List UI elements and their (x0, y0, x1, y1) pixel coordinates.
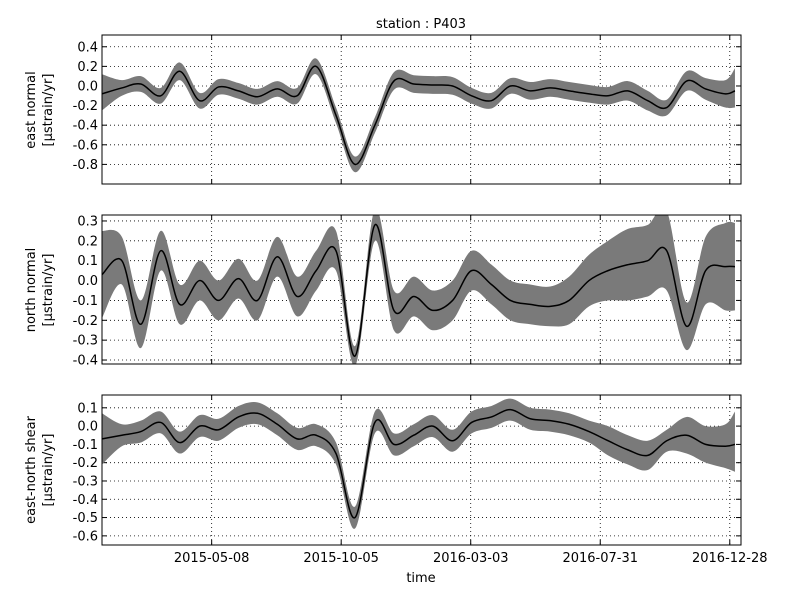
yunit-east-north-shear: [µstrain/yr] (41, 434, 56, 507)
y-tick-label: -0.1 (73, 294, 98, 309)
y-tick-label: -0.2 (73, 99, 98, 114)
x-tick-label: 2016-03-03 (433, 551, 509, 566)
x-tick-label: 2016-12-28 (692, 551, 768, 566)
mean-line (102, 65, 736, 166)
y-tick-label: -0.2 (73, 456, 98, 471)
ylabel-north-normal: north normal (24, 248, 39, 333)
mean-line (102, 408, 736, 519)
uncertainty-band (102, 215, 735, 364)
y-tick-label: -0.6 (73, 138, 98, 153)
y-tick-label: 0.2 (77, 60, 98, 75)
x-tick-label: 2015-10-05 (303, 551, 379, 566)
y-tick-label: 0.0 (77, 274, 98, 289)
uncertainty-band (102, 398, 735, 529)
ylabel-east-north-shear: east-north shear (24, 415, 39, 524)
y-tick-label: -0.4 (73, 493, 98, 508)
y-tick-label: -0.3 (73, 474, 98, 489)
chart-title: station : P403 (376, 17, 466, 32)
panel-north-normal: north normal [µstrain/yr] 0.3 0.2 0.1 0.0 -0… (24, 214, 742, 369)
yunit-east-normal: [µstrain/yr] (41, 74, 56, 147)
y-tick-label: 0.1 (77, 254, 98, 269)
y-tick-label: 0.4 (77, 40, 98, 55)
x-axis-label: time (406, 571, 435, 586)
y-tick-label: -0.4 (73, 119, 98, 134)
panel-east-normal: east normal [µstrain/yr] 0.4 0.2 0.0 -0.2 -0… (24, 34, 742, 185)
y-tick-label: 0.2 (77, 234, 98, 249)
x-tick-label: 2016-07-31 (562, 551, 638, 566)
yunit-north-normal: [µstrain/yr] (41, 254, 56, 327)
y-tick-label: -0.5 (73, 511, 98, 526)
plot-frame (101, 394, 742, 546)
panel-east-north-shear: east-north shear [µstrain/yr] 0.1 0.0 -0.1… (24, 394, 768, 566)
plot-frame (101, 34, 742, 185)
y-tick-label: 0.0 (77, 420, 98, 435)
y-tick-label: -0.1 (73, 438, 98, 453)
y-tick-label: -0.4 (73, 354, 98, 369)
y-tick-label: -0.3 (73, 334, 98, 349)
y-tick-label: 0.1 (77, 401, 98, 416)
uncertainty-band (102, 58, 735, 173)
y-tick-label: 0.3 (77, 214, 98, 229)
y-tick-label: -0.6 (73, 529, 98, 544)
ylabel-east-normal: east normal (24, 71, 39, 149)
y-tick-label: -0.2 (73, 314, 98, 329)
y-tick-label: -0.8 (73, 158, 98, 173)
x-tick-label: 2015-05-08 (174, 551, 250, 566)
mean-line (102, 224, 735, 357)
y-tick-label: 0.0 (77, 79, 98, 94)
plot-frame (101, 214, 742, 365)
